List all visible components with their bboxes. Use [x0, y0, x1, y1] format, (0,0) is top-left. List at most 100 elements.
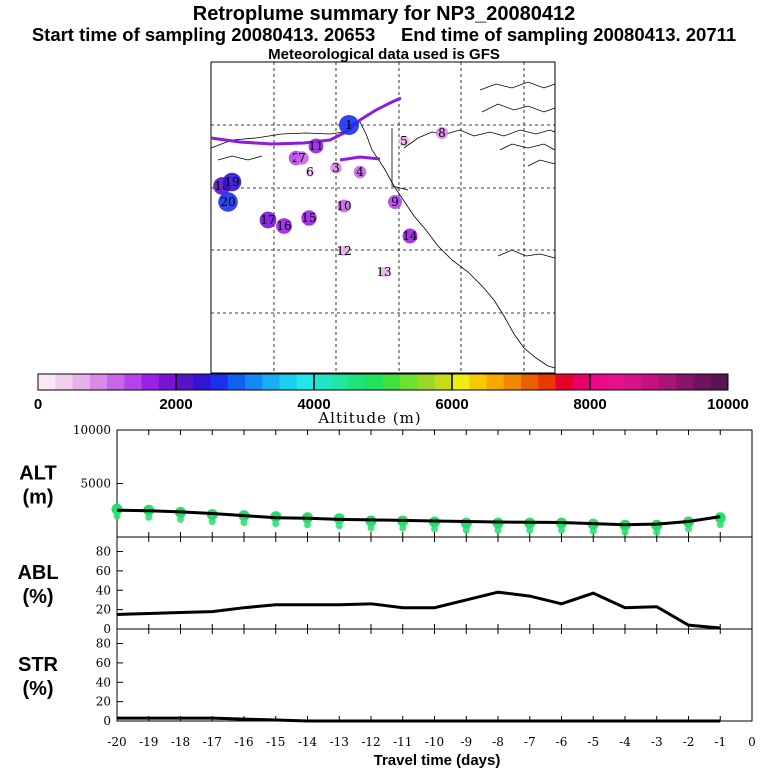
- x-tick-label: -18: [171, 735, 190, 749]
- y-tick-label: 60: [96, 564, 111, 578]
- plume-day-label: 3: [332, 161, 340, 175]
- plume-day-label: 17: [260, 213, 275, 227]
- colorbar-swatch: [141, 374, 160, 390]
- altitude-spread-point: [335, 522, 343, 530]
- panel-unit: (%): [22, 678, 53, 700]
- panel-unit: (%): [22, 586, 53, 608]
- y-tick-label: 0: [103, 714, 111, 728]
- plume-day-label: 20: [220, 195, 235, 209]
- meteorological-data-note: Meteorological data used is GFS: [268, 46, 500, 63]
- panel-label: ALT: [19, 463, 56, 485]
- colorbar-swatch: [365, 374, 384, 390]
- colorbar-swatch: [245, 374, 263, 390]
- x-tick-labels: -20 -19 -18 -17 -16 -15 -14 -13 -12 -11 -10 -9 -8 -7-…: [107, 735, 755, 749]
- plume-day-label: 7: [298, 151, 306, 165]
- plume-day-label: 8: [438, 126, 446, 140]
- x-tick-label: -3: [651, 735, 663, 749]
- x-tick-label: -10: [425, 735, 444, 749]
- colorbar-swatch: [383, 374, 401, 390]
- x-tick-label: 0: [748, 735, 756, 749]
- x-tick-label: -4: [619, 735, 631, 749]
- colorbar-swatch: [296, 374, 315, 390]
- plume-day-label: 14: [402, 229, 418, 243]
- y-tick-label: 80: [96, 637, 111, 651]
- panel-frame: [116, 536, 753, 630]
- plume-trajectory-east: [339, 155, 381, 162]
- altitude-spread-point: [177, 515, 184, 523]
- x-tick-label: -13: [330, 735, 349, 749]
- colorbar-swatch: [348, 374, 367, 390]
- colorbar-swatch: [279, 374, 298, 390]
- colorbar-tick-labels: 0 2000 4000 6000 8000 10000: [34, 396, 749, 413]
- x-tick-label: -1: [714, 735, 726, 749]
- colorbar-swatch: [417, 374, 436, 390]
- colorbar-swatch: [72, 374, 91, 390]
- panel-unit: (m): [22, 487, 53, 509]
- x-axis-label: Travel time (days): [374, 752, 501, 768]
- colorbar-swatch: [176, 374, 194, 390]
- plume-day-label: 15: [301, 211, 316, 225]
- y-tick-label: 5000: [80, 477, 111, 491]
- colorbar-swatch: [193, 374, 211, 390]
- x-tick-label: -16: [234, 735, 253, 749]
- panel-alt: 5000 10000 ALT(m): [19, 423, 753, 538]
- plume-day-label: 10: [336, 199, 351, 213]
- altitude-spread-point: [272, 520, 280, 528]
- altitude-colorbar: [37, 373, 729, 391]
- plume-day-label: 6: [306, 165, 314, 179]
- plume-day-label: 16: [276, 219, 291, 233]
- sampling-time-subtitle: Start time of sampling 20080413. 20653 E…: [31, 24, 737, 45]
- y-tick-label: 20: [96, 603, 111, 617]
- time-series-panels: 500010000ALT(m)020406080ABL(%)020406080S…: [17, 423, 755, 749]
- colorbar-swatch: [693, 374, 712, 390]
- altitude-spread-point: [431, 525, 438, 533]
- altitude-spread-point: [367, 524, 375, 532]
- colorbar-tick-label: 6000: [435, 396, 468, 413]
- plume-centroid-marker: [259, 211, 277, 229]
- x-tick-label: -15: [266, 735, 285, 749]
- x-tick-label: -5: [587, 735, 599, 749]
- y-tick-label: 80: [96, 545, 111, 559]
- plume-day-label: 4: [356, 165, 364, 179]
- colorbar-swatch: [434, 374, 453, 390]
- colorbar-swatch: [710, 374, 729, 390]
- plume-centroid-marker: [388, 195, 402, 209]
- altitude-spread-point: [716, 521, 724, 529]
- colorbar-swatch: [469, 374, 487, 390]
- panel-frame: [116, 628, 753, 722]
- plume-centroid-marker: [308, 138, 324, 154]
- y-tick-label: 10000: [73, 423, 111, 437]
- colorbar-swatch: [521, 374, 539, 390]
- abl-line: [116, 590, 721, 630]
- plume-centroid-marker: [339, 115, 359, 135]
- y-tick-label: 20: [96, 695, 111, 709]
- altitude-spread-point: [589, 527, 597, 535]
- colorbar-swatch: [538, 374, 556, 390]
- plume-centroid-marker: [337, 199, 351, 213]
- y-tick-label: 0: [103, 622, 111, 636]
- colorbar-swatch: [555, 374, 574, 390]
- colorbar-tick-label: 2000: [159, 396, 192, 413]
- altitude-spread-point: [399, 524, 407, 532]
- str-line: [117, 716, 721, 723]
- x-tick-label: -11: [393, 735, 412, 749]
- map-graticule: [211, 62, 555, 373]
- colorbar-swatch: [486, 374, 505, 390]
- plume-day-label: 1: [345, 118, 353, 132]
- colorbar-swatch: [452, 374, 470, 390]
- plume-day-label: 11: [308, 139, 323, 153]
- altitude-spread-point: [526, 526, 534, 534]
- colorbar-swatch: [659, 374, 677, 390]
- altitude-spread-point: [494, 526, 502, 534]
- plume-day-label: 13: [376, 265, 391, 279]
- colorbar-tick-label: 10000: [707, 396, 749, 413]
- colorbar-swatch: [107, 374, 125, 390]
- plume-day-label: 19: [224, 175, 239, 189]
- y-tick-label: 40: [96, 675, 111, 689]
- altitude-spread-point: [653, 528, 661, 536]
- colorbar-swatch: [624, 374, 643, 390]
- colorbar-swatch: [227, 374, 246, 390]
- plume-centroid-marker: [222, 172, 242, 192]
- colorbar-swatch: [55, 374, 73, 390]
